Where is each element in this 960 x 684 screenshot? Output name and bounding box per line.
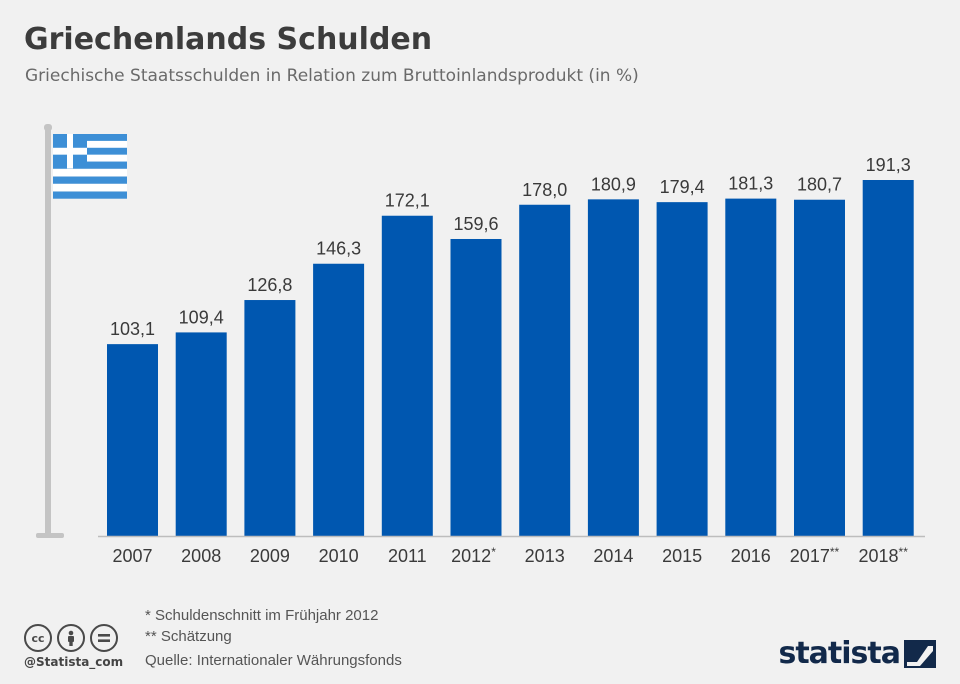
bar-2014 <box>587 199 639 537</box>
page-subtitle: Griechische Staatsschulden in Relation z… <box>25 66 639 86</box>
by-icon <box>57 624 85 652</box>
bar-2015 <box>656 202 708 536</box>
tick-label: 2010 <box>319 546 359 566</box>
data-label: 109,4 <box>179 307 224 327</box>
license-icons: cc <box>24 624 118 652</box>
brand-name: statista <box>778 636 901 671</box>
bar-2008 <box>175 332 227 536</box>
bar-2017 <box>794 199 845 537</box>
tick-label: 2012* <box>451 545 496 566</box>
data-label: 181,3 <box>728 174 773 194</box>
data-label: 103,1 <box>110 319 155 339</box>
bar-2018 <box>862 180 914 536</box>
bar-2007 <box>107 344 158 536</box>
data-label: 146,3 <box>316 239 361 259</box>
tick-label: 2008 <box>181 546 221 566</box>
bar-2013 <box>519 204 571 536</box>
bar-2011 <box>381 215 433 536</box>
data-label: 178,0 <box>522 180 567 200</box>
bar-2012 <box>450 238 502 536</box>
tick-label: 2016 <box>731 546 771 566</box>
data-label: 191,3 <box>866 155 911 175</box>
tick-label: 2011 <box>388 546 427 566</box>
greek-flag-icon <box>36 124 127 538</box>
statista-logo-icon <box>904 639 936 668</box>
statista-logo: statista <box>778 636 936 671</box>
data-label: 172,1 <box>385 191 430 211</box>
tick-label: 2014 <box>593 546 633 566</box>
statista-handle: @Statista_com <box>24 655 124 669</box>
data-label: 179,4 <box>660 177 705 197</box>
bar-2016 <box>725 198 777 537</box>
bar-2010 <box>313 263 365 536</box>
footnote-cut: * Schuldenschnitt im Frühjahr 2012 <box>145 607 379 624</box>
data-label: 180,9 <box>591 174 636 194</box>
tick-label: 2013 <box>525 546 565 566</box>
data-label: 126,8 <box>247 275 292 295</box>
data-label: 159,6 <box>453 214 498 234</box>
tick-label: 2017** <box>790 545 840 566</box>
footnote-estimate: ** Schätzung <box>145 628 232 645</box>
tick-label: 2009 <box>250 546 290 566</box>
tick-label: 2018** <box>859 545 909 566</box>
cc-icon: cc <box>24 624 52 652</box>
tick-label: 2007 <box>112 546 152 566</box>
data-label: 180,7 <box>797 175 842 195</box>
page-title: Griechenlands Schulden <box>24 22 433 57</box>
source-note: Quelle: Internationaler Währungsfonds <box>145 652 402 669</box>
nd-icon <box>90 624 118 652</box>
bar-2009 <box>244 300 296 536</box>
tick-label: 2015 <box>662 546 702 566</box>
